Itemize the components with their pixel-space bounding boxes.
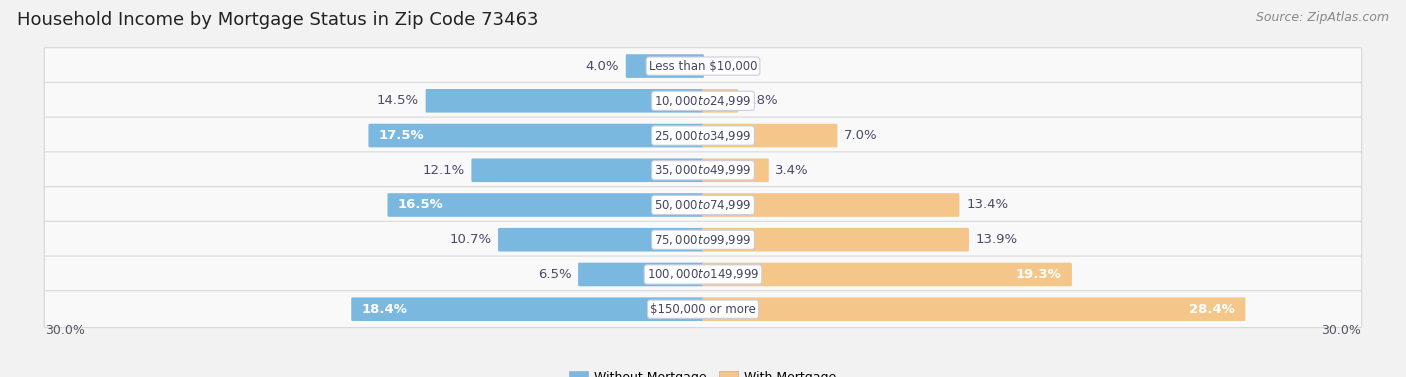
FancyBboxPatch shape — [45, 152, 1361, 188]
Text: 30.0%: 30.0% — [45, 323, 86, 337]
Text: 13.9%: 13.9% — [976, 233, 1018, 246]
Text: 10.7%: 10.7% — [450, 233, 491, 246]
Text: 18.4%: 18.4% — [361, 303, 408, 316]
FancyBboxPatch shape — [45, 187, 1361, 224]
Text: 14.5%: 14.5% — [377, 94, 419, 107]
FancyBboxPatch shape — [45, 291, 1361, 328]
FancyBboxPatch shape — [45, 48, 1361, 84]
FancyBboxPatch shape — [426, 89, 704, 113]
FancyBboxPatch shape — [352, 297, 704, 321]
Text: Less than $10,000: Less than $10,000 — [648, 60, 758, 73]
Text: $50,000 to $74,999: $50,000 to $74,999 — [654, 198, 752, 212]
FancyBboxPatch shape — [45, 83, 1361, 119]
FancyBboxPatch shape — [702, 228, 969, 251]
FancyBboxPatch shape — [578, 263, 704, 286]
Text: $100,000 to $149,999: $100,000 to $149,999 — [647, 267, 759, 282]
Text: 30.0%: 30.0% — [1320, 323, 1361, 337]
Text: 1.8%: 1.8% — [745, 94, 779, 107]
FancyBboxPatch shape — [702, 158, 769, 182]
FancyBboxPatch shape — [702, 89, 738, 113]
Text: Source: ZipAtlas.com: Source: ZipAtlas.com — [1256, 11, 1389, 24]
FancyBboxPatch shape — [702, 124, 838, 147]
FancyBboxPatch shape — [702, 297, 1246, 321]
Text: $10,000 to $24,999: $10,000 to $24,999 — [654, 94, 752, 108]
Legend: Without Mortgage, With Mortgage: Without Mortgage, With Mortgage — [564, 366, 842, 377]
Text: $150,000 or more: $150,000 or more — [650, 303, 756, 316]
Text: 17.5%: 17.5% — [378, 129, 425, 142]
Text: 6.5%: 6.5% — [538, 268, 571, 281]
Text: $25,000 to $34,999: $25,000 to $34,999 — [654, 129, 752, 143]
FancyBboxPatch shape — [702, 193, 959, 217]
FancyBboxPatch shape — [388, 193, 704, 217]
FancyBboxPatch shape — [626, 54, 704, 78]
Text: 3.4%: 3.4% — [776, 164, 808, 177]
Text: 12.1%: 12.1% — [422, 164, 465, 177]
FancyBboxPatch shape — [498, 228, 704, 251]
FancyBboxPatch shape — [45, 221, 1361, 258]
Text: 4.0%: 4.0% — [586, 60, 619, 73]
FancyBboxPatch shape — [471, 158, 704, 182]
FancyBboxPatch shape — [45, 117, 1361, 154]
Text: 19.3%: 19.3% — [1015, 268, 1062, 281]
Text: 16.5%: 16.5% — [398, 199, 444, 211]
Text: 7.0%: 7.0% — [844, 129, 877, 142]
Text: $75,000 to $99,999: $75,000 to $99,999 — [654, 233, 752, 247]
FancyBboxPatch shape — [368, 124, 704, 147]
Text: 28.4%: 28.4% — [1189, 303, 1234, 316]
Text: 13.4%: 13.4% — [966, 199, 1008, 211]
FancyBboxPatch shape — [45, 256, 1361, 293]
Text: Household Income by Mortgage Status in Zip Code 73463: Household Income by Mortgage Status in Z… — [17, 11, 538, 29]
FancyBboxPatch shape — [702, 263, 1071, 286]
Text: $35,000 to $49,999: $35,000 to $49,999 — [654, 163, 752, 177]
